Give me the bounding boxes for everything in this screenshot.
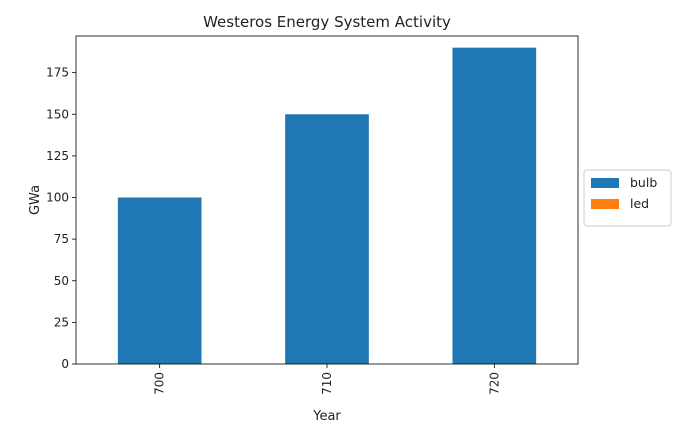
legend: bulb led	[583, 169, 672, 227]
x-tick-label: 710	[320, 372, 334, 395]
y-tick-label: 175	[46, 66, 69, 80]
y-tick-label: 0	[61, 357, 69, 371]
y-tick-label: 75	[54, 232, 69, 246]
legend-swatch-bulb	[591, 178, 619, 188]
bar-bulb-700	[117, 197, 202, 364]
y-axis-label: GWa	[28, 185, 43, 215]
x-axis-label: Year	[312, 409, 341, 424]
x-axis-ticks: 700 710 720	[153, 364, 501, 395]
y-axis-ticks: 0 25 50 75 100 125 150 175	[46, 66, 76, 371]
bars	[117, 47, 537, 365]
legend-label-bulb: bulb	[630, 175, 657, 190]
x-tick-label: 700	[153, 372, 167, 395]
x-tick-label: 720	[487, 372, 501, 395]
y-tick-label: 100	[46, 191, 69, 205]
chart-title: Westeros Energy System Activity	[203, 13, 451, 31]
legend-label-led: led	[630, 196, 649, 211]
bar-bulb-720	[452, 47, 537, 365]
legend-swatch-led	[591, 199, 619, 209]
y-tick-label: 150	[46, 107, 69, 121]
y-tick-label: 50	[54, 274, 69, 288]
y-tick-label: 25	[54, 315, 69, 329]
bar-bulb-710	[285, 114, 369, 364]
y-tick-label: 125	[46, 149, 69, 163]
legend-items: bulb led	[591, 175, 657, 211]
